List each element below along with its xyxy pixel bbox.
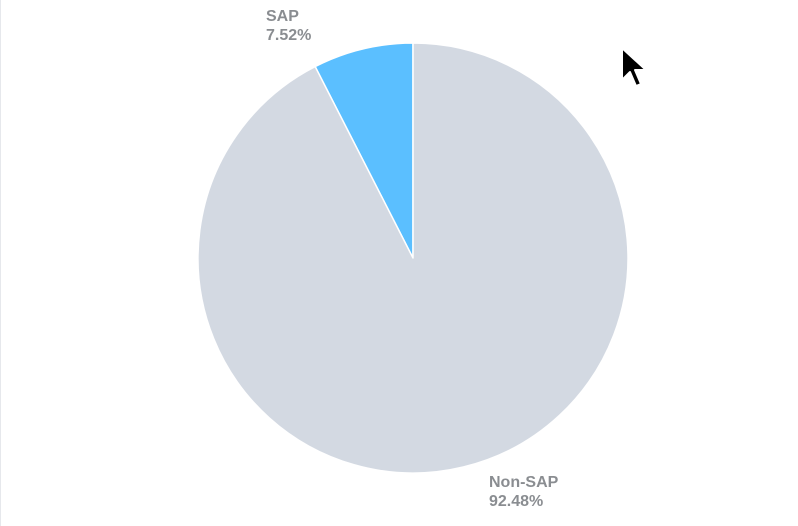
mouse-pointer-icon: [621, 47, 647, 87]
slice-label-value: 7.52%: [266, 27, 312, 44]
slice-label-name: Non-SAP: [489, 474, 559, 491]
pie-slice-non-sap[interactable]: [197, 42, 629, 474]
slice-label-value: 92.48%: [489, 493, 544, 510]
pie-slice-sap[interactable]: [314, 42, 414, 259]
slice-label-non-sap: Non-SAP 92.48%: [489, 473, 558, 511]
pie-slices: [197, 42, 629, 474]
slice-label-sap: SAP 7.52%: [266, 7, 311, 45]
slice-label-name: SAP: [266, 8, 299, 25]
frame-border: [0, 0, 1, 526]
